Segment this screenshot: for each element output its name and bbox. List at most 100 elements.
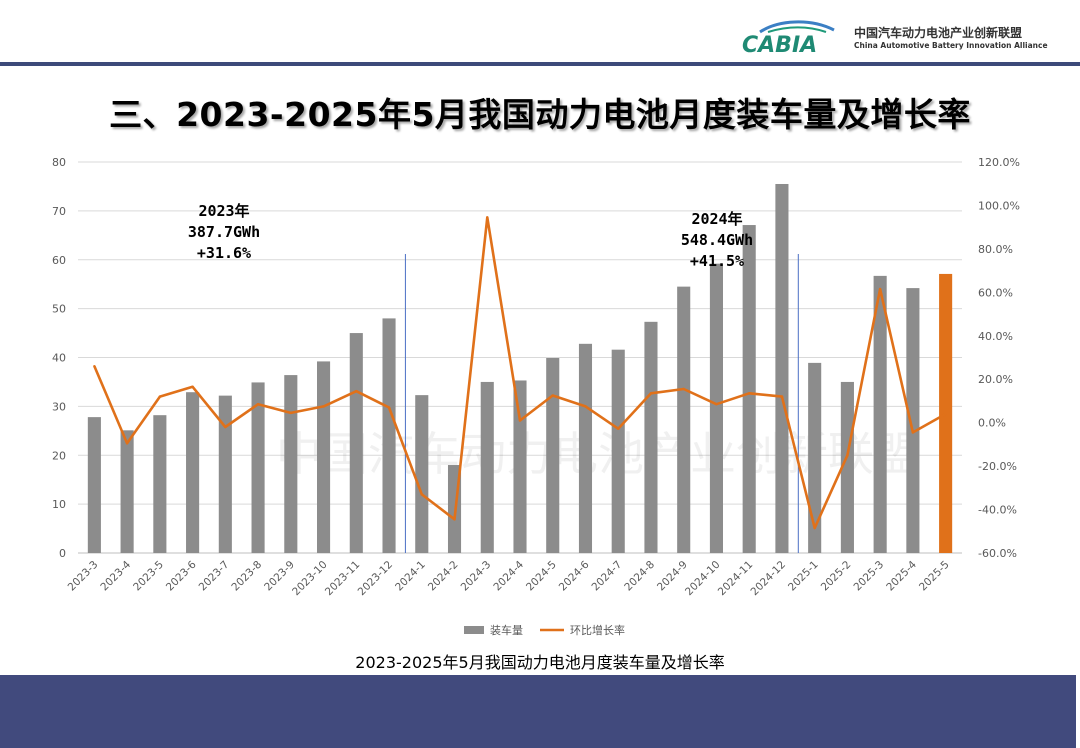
bar [873, 275, 887, 553]
line-point [518, 419, 522, 422]
line-point [813, 526, 816, 530]
right-tick-label: 100.0% [978, 199, 1020, 212]
left-tick-label: 70 [52, 205, 66, 218]
line-point [747, 392, 751, 395]
line-point [944, 412, 947, 416]
header-divider [0, 62, 1080, 66]
org-logo: CABIA 中国汽车动力电池产业创新联盟 China Automotive Ba… [738, 18, 1068, 58]
bar [317, 361, 331, 553]
x-tick-label: 2024-5 [524, 559, 559, 594]
line-point [846, 454, 849, 457]
line-point [355, 389, 358, 393]
x-tick-label: 2025-1 [786, 559, 821, 594]
x-tick-label: 2023-8 [229, 559, 264, 594]
right-tick-label: -40.0% [978, 504, 1017, 517]
bar [382, 318, 396, 553]
bar [709, 263, 723, 553]
legend-bar-label: 装车量 [490, 623, 523, 637]
bar [775, 183, 789, 553]
bar-series [87, 183, 953, 553]
x-tick-label: 2023-3 [66, 559, 101, 594]
footer-edge [1076, 675, 1080, 748]
left-tick-label: 0 [59, 547, 66, 560]
x-tick-label: 2024-12 [749, 559, 789, 599]
right-axis: 120.0% 100.0% 80.0% 60.0% 40.0% 20.0% 0.0% -20.… [978, 156, 1020, 560]
legend-bar-swatch [464, 626, 484, 634]
cabia-logo-icon: CABIA [742, 20, 835, 58]
bar [742, 225, 756, 553]
x-tick-label: 2023-6 [164, 558, 199, 593]
right-tick-label: 60.0% [978, 286, 1013, 299]
annotation-line: 2023年 [198, 202, 249, 220]
x-tick-label: 2023-12 [356, 559, 396, 599]
watermark: 中国汽车动力电池产业创新联盟 [276, 427, 920, 481]
x-tick-label: 2024-4 [491, 558, 526, 593]
line-point [780, 395, 784, 398]
bar [611, 349, 625, 553]
bar [808, 362, 822, 553]
x-tick-label: 2023-4 [98, 558, 133, 593]
line-point [551, 394, 554, 397]
line-point [256, 403, 260, 406]
slide-title: 三、2023-2025年5月我国动力电池月度装车量及增长率 [109, 95, 971, 134]
legend: 装车量 环比增长率 [464, 623, 625, 637]
x-tick-label: 2024-2 [426, 559, 461, 594]
line-point [682, 387, 685, 391]
annotations: 2023年 387.7GWh +31.6% 2024年 548.4GWh +41.5% [188, 202, 753, 270]
x-tick-label: 2024-1 [393, 559, 428, 594]
line-point [715, 403, 718, 406]
line-point [191, 385, 194, 389]
bar [218, 395, 232, 553]
year-dividers [404, 254, 799, 553]
x-tick-label: 2023-7 [197, 559, 232, 594]
x-tick-label: 2024-6 [557, 558, 592, 593]
org-name-en: China Automotive Battery Innovation Alli… [854, 41, 1048, 50]
line-point [617, 427, 620, 430]
right-tick-label: 0.0% [978, 417, 1006, 430]
bar [284, 375, 298, 553]
annotation-line: 387.7GWh [188, 223, 260, 241]
bar [906, 288, 920, 553]
line-point [93, 364, 96, 368]
line-point [420, 493, 423, 496]
bar [120, 430, 134, 553]
bar [153, 415, 167, 553]
line-point [224, 425, 227, 429]
x-tick-label: 2025-5 [917, 559, 952, 594]
bar [251, 382, 265, 553]
line-point [486, 216, 489, 219]
line-point [387, 406, 391, 409]
line-point [289, 411, 293, 415]
x-tick-label: 2024-11 [716, 559, 756, 599]
bar [513, 380, 527, 553]
x-tick-label: 2025-3 [851, 559, 886, 594]
left-tick-label: 20 [52, 449, 66, 462]
line-point [453, 518, 456, 521]
line-point [649, 392, 653, 395]
left-tick-label: 10 [52, 498, 66, 511]
x-tick-label: 2023-5 [131, 559, 166, 594]
x-tick-label: 2024-3 [459, 559, 494, 594]
x-tick-label: 2025-4 [884, 558, 919, 593]
right-tick-label: 80.0% [978, 243, 1013, 256]
x-tick-label: 2024-7 [590, 559, 625, 594]
right-tick-label: -60.0% [978, 547, 1017, 560]
bar [840, 381, 854, 553]
annotation-line: +41.5% [690, 252, 744, 270]
logo-text: CABIA [742, 33, 817, 58]
bar [349, 333, 363, 553]
chart-caption: 2023-2025年5月我国动力电池月度装车量及增长率 [355, 653, 725, 672]
x-tick-label: 2025-2 [819, 559, 854, 594]
left-tick-label: 50 [52, 303, 66, 316]
line-series [93, 216, 947, 530]
bar [644, 321, 658, 553]
right-tick-label: -20.0% [978, 460, 1017, 473]
bar [415, 395, 429, 553]
bar [87, 417, 101, 553]
bar [677, 286, 691, 553]
left-tick-label: 30 [52, 400, 66, 413]
x-tick-label: 2024-8 [622, 559, 657, 594]
line-point [125, 442, 129, 445]
legend-line-label: 环比增长率 [570, 623, 625, 637]
